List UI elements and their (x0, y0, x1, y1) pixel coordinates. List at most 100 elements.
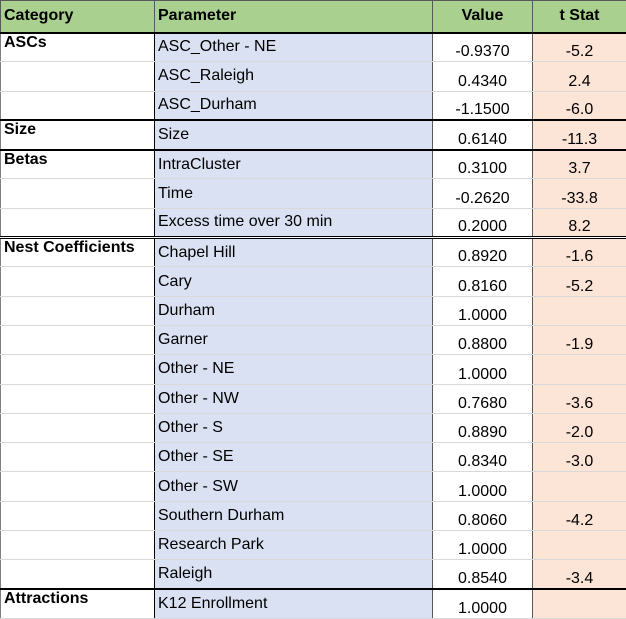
category-label: ASCs (0, 31, 155, 63)
value-cell: 1.0000 (432, 471, 533, 502)
category-cell (0, 354, 155, 385)
value-cell: -1.1500 (432, 90, 533, 121)
table-row: Other - NE 1.0000 (0, 354, 626, 385)
value-cell: 0.4340 (432, 61, 533, 92)
table-row: Durham 1.0000 (0, 295, 626, 326)
category-cell (0, 61, 155, 92)
parameter-cell: Southern Durham (154, 500, 433, 532)
parameter-cell: Garner (154, 324, 433, 356)
parameter-cell: Chapel Hill (154, 236, 433, 268)
parameter-cell: Other - S (154, 412, 433, 444)
category-cell (0, 383, 155, 414)
parameter-cell: Other - SW (154, 471, 433, 502)
table-row: Size Size 0.6140 -11.3 (0, 119, 626, 151)
tstat-cell (532, 471, 626, 502)
category-cell (0, 266, 155, 297)
table-row: Other - NW 0.7680 -3.6 (0, 383, 626, 414)
table-row: Attractions K12 Enrollment 1.0000 (0, 588, 626, 619)
parameter-cell: Research Park (154, 530, 433, 561)
tstat-cell: -4.2 (532, 500, 626, 532)
parameter-cell: Size (154, 119, 433, 151)
table-row: Excess time over 30 min 0.2000 8.2 (0, 207, 626, 239)
value-cell: 0.8340 (432, 442, 533, 473)
parameter-cell: ASC_Durham (154, 90, 433, 121)
value-cell: 1.0000 (432, 530, 533, 561)
tstat-cell (532, 295, 626, 326)
parameter-cell: Durham (154, 295, 433, 326)
value-cell: 0.6140 (432, 119, 533, 151)
parameter-cell: Excess time over 30 min (154, 207, 433, 239)
tstat-cell: -5.2 (532, 266, 626, 297)
header-value: Value (432, 0, 533, 34)
value-cell: 0.8060 (432, 500, 533, 532)
table-body: ASCs ASC_Other - NE -0.9370 -5.2 ASC_Raleigh… (0, 31, 626, 619)
category-cell (0, 471, 155, 502)
parameter-cell: K12 Enrollment (154, 588, 433, 619)
table-row: Other - SW 1.0000 (0, 471, 626, 502)
tstat-cell: -1.6 (532, 236, 626, 268)
value-cell: 0.2000 (432, 207, 533, 239)
tstat-cell (532, 530, 626, 561)
category-cell (0, 90, 155, 121)
category-cell (0, 178, 155, 209)
category-label: Attractions (0, 588, 155, 619)
category-cell (0, 500, 155, 532)
parameter-cell: Other - NW (154, 383, 433, 414)
tstat-cell: 8.2 (532, 207, 626, 239)
tstat-cell: -5.2 (532, 31, 626, 63)
value-cell: 0.8160 (432, 266, 533, 297)
parameter-cell: IntraCluster (154, 148, 433, 180)
parameter-cell: ASC_Other - NE (154, 31, 433, 63)
value-cell: 0.8920 (432, 236, 533, 268)
table-row: ASCs ASC_Other - NE -0.9370 -5.2 (0, 31, 626, 63)
parameter-cell: Time (154, 178, 433, 209)
tstat-cell (532, 354, 626, 385)
value-cell: -0.2620 (432, 178, 533, 209)
category-cell (0, 324, 155, 356)
parameter-cell: Raleigh (154, 559, 433, 590)
table-row: Other - S 0.8890 -2.0 (0, 412, 626, 444)
category-label: Size (0, 119, 155, 151)
table-row: Cary 0.8160 -5.2 (0, 266, 626, 297)
parameter-cell: Other - NE (154, 354, 433, 385)
tstat-cell (532, 588, 626, 619)
table-row: Garner 0.8800 -1.9 (0, 324, 626, 356)
value-cell: 0.8800 (432, 324, 533, 356)
parameter-cell: Cary (154, 266, 433, 297)
table-row: ASC_Durham -1.1500 -6.0 (0, 90, 626, 121)
tstat-cell: -6.0 (532, 90, 626, 121)
category-cell (0, 442, 155, 473)
table-row: Nest Coefficients Chapel Hill 0.8920 -1.6 (0, 236, 626, 268)
value-cell: 0.3100 (432, 148, 533, 180)
table-row: Research Park 1.0000 (0, 530, 626, 561)
value-cell: -0.9370 (432, 31, 533, 63)
category-cell (0, 559, 155, 590)
category-cell (0, 207, 155, 239)
category-label: Nest Coefficients (0, 236, 155, 268)
value-cell: 0.8540 (432, 559, 533, 590)
tstat-cell: -33.8 (532, 178, 626, 209)
tstat-cell: -3.0 (532, 442, 626, 473)
value-cell: 0.8890 (432, 412, 533, 444)
category-cell (0, 530, 155, 561)
tstat-cell: 3.7 (532, 148, 626, 180)
tstat-cell: -1.9 (532, 324, 626, 356)
parameter-cell: ASC_Raleigh (154, 61, 433, 92)
parameter-cell: Other - SE (154, 442, 433, 473)
value-cell: 1.0000 (432, 588, 533, 619)
tstat-cell: -3.4 (532, 559, 626, 590)
header-category: Category (0, 0, 155, 34)
category-label: Betas (0, 148, 155, 180)
table-row: Other - SE 0.8340 -3.0 (0, 442, 626, 473)
tstat-cell: 2.4 (532, 61, 626, 92)
header-parameter: Parameter (154, 0, 433, 34)
header-tstat: t Stat (532, 0, 626, 34)
tstat-cell: -3.6 (532, 383, 626, 414)
value-cell: 0.7680 (432, 383, 533, 414)
tstat-cell: -2.0 (532, 412, 626, 444)
category-cell (0, 412, 155, 444)
header-row: Category Parameter Value t Stat (0, 0, 626, 34)
table-row: Southern Durham 0.8060 -4.2 (0, 500, 626, 532)
table-row: ASC_Raleigh 0.4340 2.4 (0, 61, 626, 92)
